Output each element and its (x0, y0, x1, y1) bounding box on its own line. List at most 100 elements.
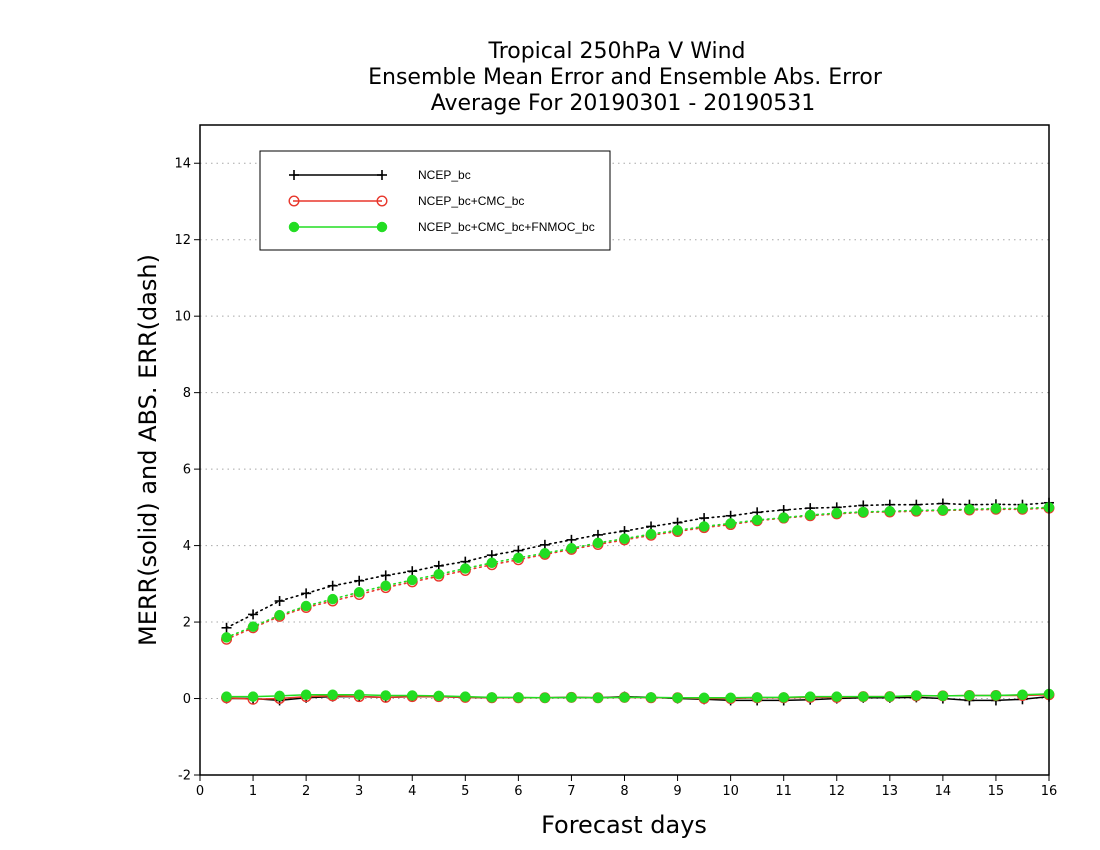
abs-err-point (858, 506, 869, 518)
merr-point (247, 691, 259, 702)
merr-point (937, 690, 949, 702)
abs-err-point (380, 580, 391, 591)
merr-point (274, 690, 285, 702)
series-layer (221, 497, 1055, 706)
legend-marker (288, 221, 300, 233)
abs-err-point (619, 533, 630, 544)
x-tick-label: 4 (408, 784, 416, 799)
abs-err-point (380, 570, 391, 581)
abs-err-point (433, 569, 445, 580)
abs-err-point (778, 512, 789, 523)
abs-err-point (274, 596, 285, 607)
x-tick-label: 11 (775, 784, 792, 799)
merr-point (433, 690, 445, 702)
abs-err-point (911, 505, 922, 516)
merr-point (884, 691, 896, 702)
abs-err-point (274, 609, 285, 621)
y-tick-label: -2 (178, 769, 191, 784)
merr-point (778, 692, 789, 703)
abs-err-point (221, 632, 232, 643)
merr-point (353, 689, 365, 700)
x-tick-label: 12 (828, 784, 845, 799)
x-axis-ticks: 0 1 2 3 4 5 6 7 8 9 10 11 12 13 14 15 16 (196, 775, 1057, 799)
series-1 (221, 502, 1055, 705)
chart-title: Tropical 250hPa V Wind Ensemble Mean Err… (368, 39, 883, 116)
title-line-3: Average For 20190301 - 20190531 (431, 91, 816, 116)
abs-err-point (804, 509, 816, 521)
abs-err-point (327, 593, 338, 605)
merr-point (592, 692, 604, 704)
abs-err-point (460, 563, 471, 574)
merr-point (831, 691, 842, 702)
merr-point (619, 692, 630, 703)
abs-err-point (751, 514, 763, 526)
abs-err-point (354, 575, 365, 586)
abs-err-point (672, 525, 683, 536)
x-tick-label: 13 (882, 784, 899, 799)
legend-marker (288, 195, 300, 207)
merr-point (990, 690, 1002, 701)
abs-err-point (1017, 503, 1028, 514)
y-tick-label: 6 (183, 463, 191, 478)
abs-err-point (353, 586, 365, 598)
merr-point (486, 692, 498, 703)
merr-point (221, 691, 232, 702)
title-line-2: Ensemble Mean Error and Ensemble Abs. Er… (368, 65, 883, 90)
abs-err-point (725, 518, 736, 529)
legend-marker (377, 170, 387, 180)
legend-label: NCEP_bc+CMC_bc+FNMOC_bc (418, 220, 595, 234)
abs-err-point (486, 557, 498, 569)
abs-err-point (592, 537, 604, 549)
merr-point (407, 690, 418, 701)
merr-point (380, 690, 391, 701)
y-tick-label: 14 (174, 157, 191, 172)
merr-point (300, 689, 312, 700)
series-line-abs-err (225, 507, 1050, 641)
x-tick-label: 16 (1041, 784, 1058, 799)
merr-point (460, 691, 471, 702)
merr-point (672, 692, 683, 704)
abs-err-point (248, 609, 259, 620)
abs-err-point (566, 543, 577, 554)
x-axis-label: Forecast days (541, 811, 707, 839)
y-tick-label: 8 (183, 386, 191, 401)
x-tick-label: 8 (620, 784, 628, 799)
abs-err-point (221, 622, 232, 633)
merr-point (327, 689, 338, 700)
y-tick-label: 2 (183, 616, 191, 631)
x-tick-label: 2 (302, 784, 310, 799)
abs-err-point (937, 504, 949, 516)
abs-err-point (884, 505, 896, 517)
x-tick-label: 10 (722, 784, 739, 799)
x-tick-label: 5 (461, 784, 469, 799)
abs-err-point (407, 574, 418, 586)
x-tick-label: 15 (988, 784, 1005, 799)
y-tick-label: 0 (183, 692, 191, 707)
y-axis-label: MERR(solid) and ABS. ERR(dash) (134, 254, 162, 646)
abs-err-point (327, 580, 338, 591)
abs-err-point (247, 621, 259, 632)
series-line-abs-err (225, 501, 1050, 629)
y-tick-label: 12 (174, 233, 191, 248)
merr-point (566, 692, 577, 703)
abs-err-point (539, 547, 551, 559)
merr-point (911, 690, 922, 701)
x-tick-label: 9 (673, 784, 681, 799)
abs-err-point (831, 507, 842, 519)
legend-label: NCEP_bc+CMC_bc (418, 194, 524, 208)
merr-point (751, 692, 763, 703)
abs-err-point (990, 503, 1002, 514)
merr-point (1017, 689, 1028, 700)
abs-err-point (513, 552, 524, 564)
y-tick-label: 4 (183, 539, 191, 554)
x-tick-label: 7 (567, 784, 575, 799)
abs-err-point (698, 521, 710, 532)
x-tick-label: 14 (935, 784, 952, 799)
merr-point (513, 692, 524, 703)
abs-err-point (645, 528, 657, 540)
legend-label: NCEP_bc (418, 168, 471, 182)
merr-point (645, 692, 657, 703)
legend-marker (376, 195, 388, 207)
merr-point (698, 692, 710, 704)
